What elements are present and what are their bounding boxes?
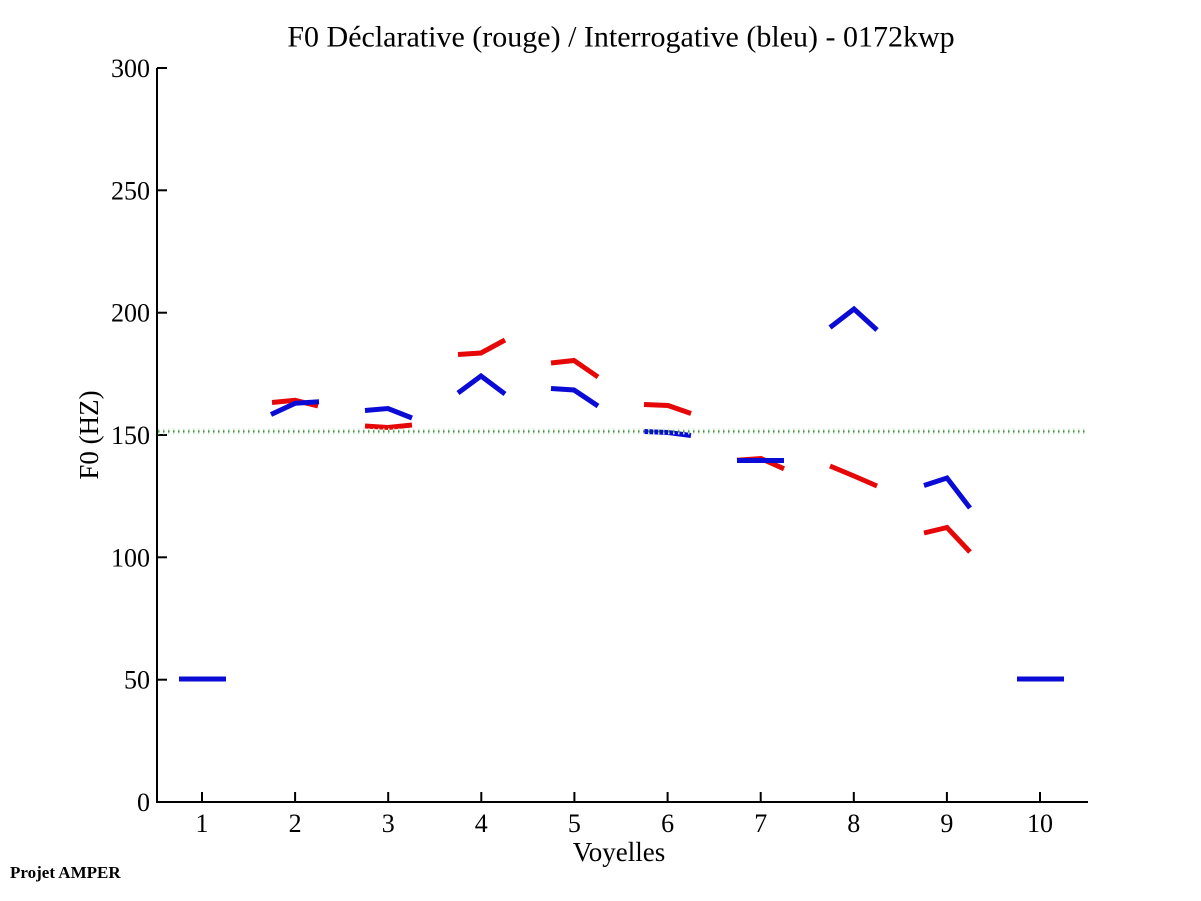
svg-text:10: 10 [1027,809,1053,838]
svg-text:4: 4 [475,809,488,838]
svg-text:9: 9 [940,809,953,838]
svg-text:250: 250 [111,176,150,205]
svg-text:Voyelles: Voyelles [573,837,666,867]
svg-text:3: 3 [382,809,395,838]
svg-text:300: 300 [111,54,150,83]
svg-text:5: 5 [568,809,581,838]
svg-text:50: 50 [124,666,150,695]
svg-text:1: 1 [196,809,209,838]
svg-text:100: 100 [111,543,150,572]
svg-text:0: 0 [137,788,150,817]
svg-text:F0 Déclarative (rouge) / Inter: F0 Déclarative (rouge) / Interrogative (… [287,21,954,54]
svg-text:2: 2 [289,809,302,838]
svg-text:Projet AMPER: Projet AMPER [10,863,121,882]
svg-text:7: 7 [754,809,767,838]
svg-text:6: 6 [661,809,674,838]
svg-text:150: 150 [111,421,150,450]
svg-text:200: 200 [111,299,150,328]
svg-text:F0 (HZ): F0 (HZ) [74,390,104,479]
svg-text:8: 8 [847,809,860,838]
